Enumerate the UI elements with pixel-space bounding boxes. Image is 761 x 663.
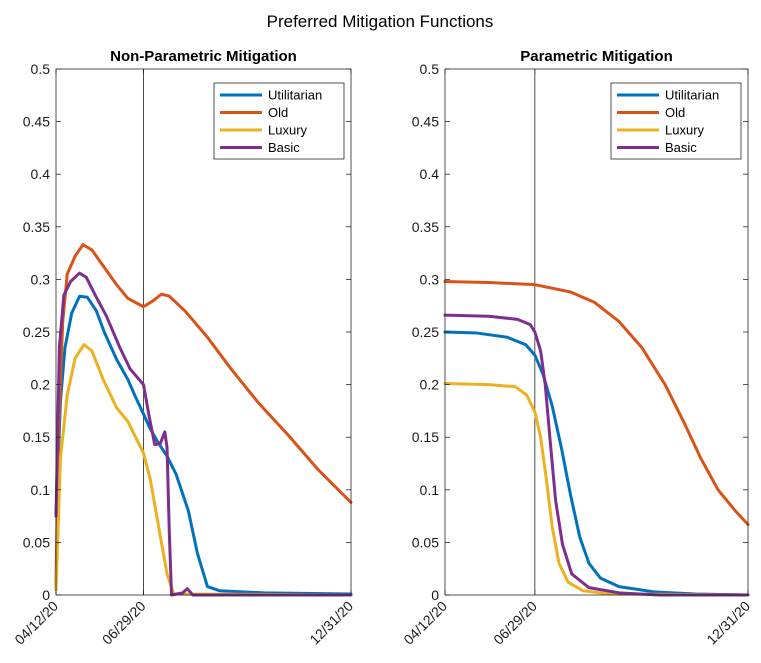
series-line-utilitarian	[443, 330, 750, 597]
series-line-basic	[443, 313, 750, 597]
legend-label: Old	[268, 105, 288, 120]
y-tick-label: 0.15	[23, 429, 50, 445]
legend: Utilitarian Old Luxury Basic	[213, 82, 345, 160]
x-tick-label: 06/29/20	[490, 598, 540, 648]
y-tick-label: 0	[42, 587, 50, 603]
x-tick-label: 04/12/20	[400, 598, 450, 648]
series-line-utilitarian	[54, 294, 353, 596]
y-tick-label: 0.5	[420, 61, 440, 77]
legend-label: Basic	[268, 140, 300, 155]
y-tick-label: 0.05	[23, 534, 50, 550]
chart-panel-2: Parametric Mitigation 0 0.05 0.1 0.15 0.2 0.25…	[400, 48, 753, 648]
panel-title: Parametric Mitigation	[520, 48, 673, 65]
y-tick-label: 0.1	[31, 482, 51, 498]
series-line-old	[443, 280, 750, 527]
legend-label: Old	[665, 105, 685, 120]
legend-label: Luxury	[665, 123, 705, 138]
y-tick-label: 0.5	[31, 61, 51, 77]
series-line-basic	[54, 271, 353, 597]
y-tick-label: 0.45	[23, 114, 50, 130]
x-tick-label: 06/29/20	[99, 598, 149, 648]
y-tick-label: 0.45	[412, 114, 439, 130]
y-tick-label: 0.25	[23, 324, 50, 340]
y-tick-label: 0	[431, 587, 439, 603]
x-tick-label: 12/31/20	[306, 598, 356, 648]
y-tick-label: 0.4	[31, 166, 51, 182]
y-tick-label: 0.2	[31, 377, 51, 393]
chart-panels: Non-Parametric Mitigation 0 0.05 0.1 0.15 0.2…	[11, 48, 753, 648]
series-line-old	[54, 243, 353, 586]
legend-label: Luxury	[268, 123, 308, 138]
y-tick-label: 0.25	[412, 324, 439, 340]
legend-label: Utilitarian	[665, 88, 719, 103]
x-tick-label: 04/12/20	[11, 598, 61, 648]
y-tick-label: 0.35	[23, 219, 50, 235]
series-line-luxury	[443, 382, 750, 597]
y-tick-label: 0.35	[412, 219, 439, 235]
panel-title: Non-Parametric Mitigation	[110, 48, 297, 65]
y-tick-label: 0.3	[420, 271, 440, 287]
chart-panel-1: Non-Parametric Mitigation 0 0.05 0.1 0.15 0.2…	[11, 48, 356, 648]
series-line-luxury	[54, 343, 353, 597]
legend: Utilitarian Old Luxury Basic	[610, 82, 742, 160]
x-tick-label: 12/31/20	[703, 598, 753, 648]
legend-label: Basic	[665, 140, 697, 155]
legend-label: Utilitarian	[268, 88, 322, 103]
y-tick-label: 0.15	[412, 429, 439, 445]
y-tick-label: 0.3	[31, 271, 51, 287]
y-tick-label: 0.4	[420, 166, 440, 182]
y-tick-label: 0.2	[420, 377, 440, 393]
figure-title: Preferred Mitigation Functions	[267, 12, 494, 31]
y-tick-label: 0.1	[420, 482, 440, 498]
y-tick-label: 0.05	[412, 534, 439, 550]
